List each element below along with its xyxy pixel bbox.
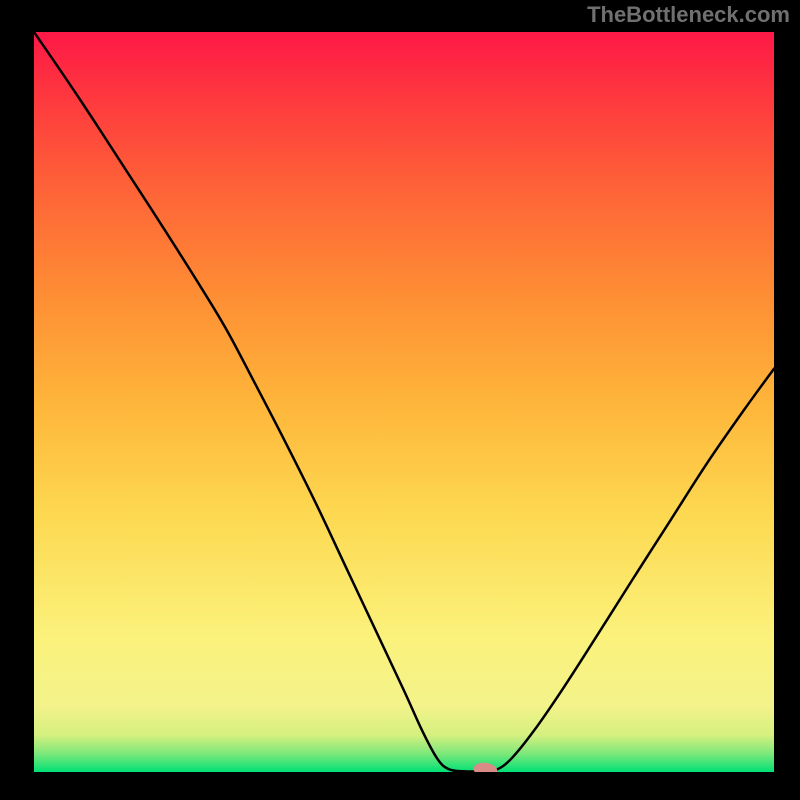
plot-area [34,32,774,772]
watermark-text: TheBottleneck.com [587,2,790,28]
chart-background [34,32,774,772]
chart-svg [34,32,774,772]
